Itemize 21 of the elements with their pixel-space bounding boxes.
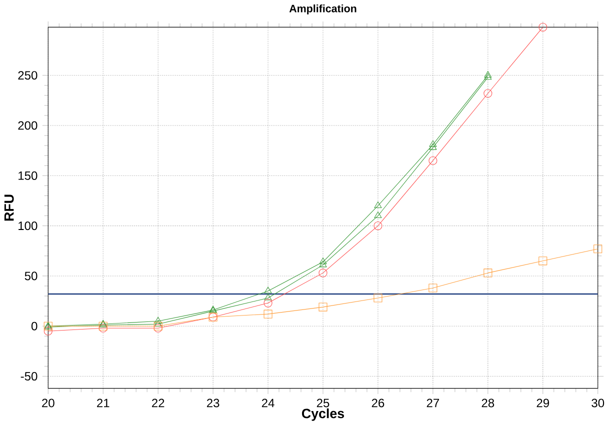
x-tick-label: 23 (206, 398, 220, 408)
x-tick-label: 20 (42, 398, 54, 408)
chart-title: Amplification (289, 4, 356, 14)
x-axis-title: Cycles (302, 408, 344, 421)
x-tick-label: 29 (536, 398, 550, 408)
x-tick-label: 25 (316, 398, 330, 408)
x-tick-label: 27 (426, 398, 440, 407)
y-tick-label: -50 (20, 372, 38, 380)
x-tick-label: 24 (262, 398, 274, 407)
y-axis-title: RFU (4, 194, 14, 220)
x-tick-label: 22 (152, 398, 164, 407)
y-tick-label: 200 (18, 121, 38, 130)
y-tick-label: 250 (18, 70, 38, 80)
x-tick-label: 26 (372, 398, 384, 408)
y-tick-label: 50 (24, 272, 38, 280)
x-tick-label: 21 (97, 398, 110, 407)
x-tick-label: 30 (592, 398, 604, 408)
y-tick-label: 150 (18, 171, 38, 180)
x-tick-label: 28 (482, 398, 494, 408)
y-tick-label: 100 (18, 221, 38, 230)
y-tick-label: 0 (31, 322, 38, 330)
